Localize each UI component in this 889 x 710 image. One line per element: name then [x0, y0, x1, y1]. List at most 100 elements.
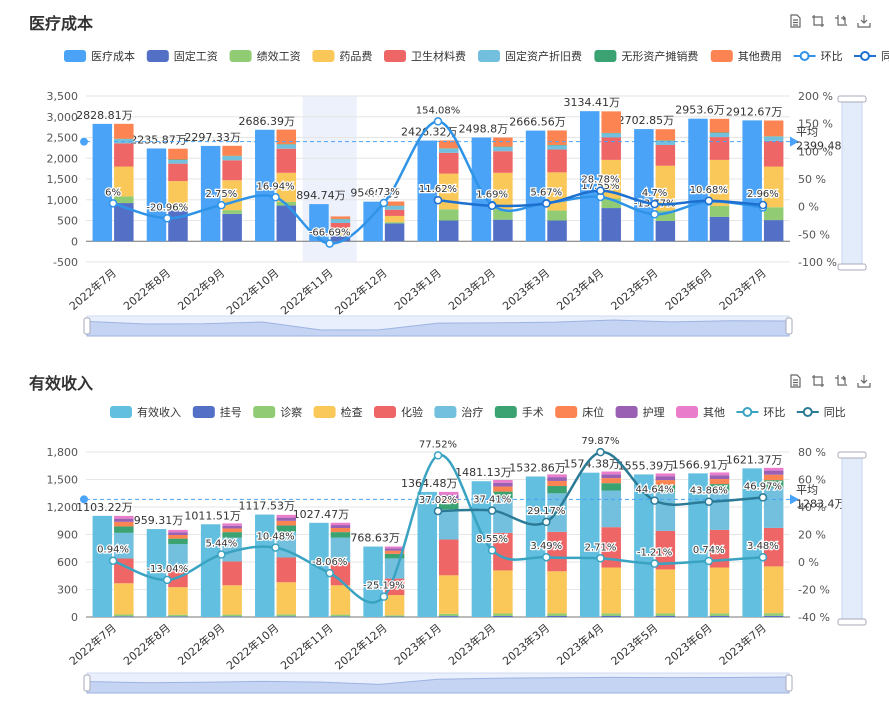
stack-segment: [384, 553, 405, 559]
stack-segment: [384, 548, 405, 551]
legend-item[interactable]: 医疗成本: [64, 49, 135, 63]
stack-segment: [168, 587, 188, 615]
total-bar: [688, 118, 708, 242]
stack-segment: [763, 615, 784, 617]
stack-segment: [601, 615, 621, 617]
legend-item[interactable]: 床位: [555, 405, 604, 419]
legend-item[interactable]: 护理: [615, 405, 665, 419]
zoom-reset-icon[interactable]: [834, 14, 848, 28]
legend-item[interactable]: 同比: [854, 50, 889, 63]
legend-item[interactable]: 挂号: [192, 405, 242, 419]
download-icon[interactable]: [857, 14, 871, 28]
yoy-point: [487, 201, 497, 210]
average-label: 平均: [796, 483, 818, 496]
legend-swatch: [594, 50, 617, 62]
average-start-marker: [80, 495, 88, 504]
data-zoom-handle-right[interactable]: [785, 674, 793, 692]
vertical-zoom-slider[interactable]: [841, 453, 863, 622]
legend-label: 其他费用: [738, 50, 782, 63]
legend-swatch: [253, 406, 276, 418]
total-bar: [417, 140, 437, 242]
legend-item[interactable]: 有效收入: [110, 405, 181, 419]
legend-item[interactable]: 环比: [793, 50, 843, 63]
stack-segment: [763, 470, 784, 475]
legend-item[interactable]: 治疗: [434, 405, 483, 419]
average-start-marker: [80, 137, 88, 146]
stack-segment: [601, 198, 621, 209]
legend-item[interactable]: 同比: [796, 406, 846, 419]
download-icon[interactable]: [857, 374, 871, 388]
data-zoom-handle-left[interactable]: [83, 317, 91, 335]
vertical-slider-handle-top[interactable]: [837, 451, 867, 459]
y2-tick-label: 0 %: [798, 201, 819, 214]
stack-segment: [709, 475, 730, 480]
total-bar: [688, 473, 708, 617]
stack-segment: [276, 525, 297, 532]
stack-segment: [168, 534, 188, 539]
mom-label: -1.21%: [637, 548, 672, 559]
legend-item[interactable]: 检查: [313, 405, 363, 419]
stack-segment: [763, 140, 784, 167]
vertical-zoom-slider[interactable]: [841, 97, 863, 267]
stack-segment: [384, 578, 405, 596]
yoy-label: 37.41%: [473, 495, 511, 506]
stack-segment: [222, 525, 242, 529]
zoom-reset-icon[interactable]: [834, 374, 848, 388]
legend-label: 手术: [522, 405, 544, 419]
y-tick-label: -500: [53, 256, 78, 269]
stack-segment: [330, 236, 351, 242]
stack-segment: [763, 207, 784, 221]
stack-segment: [384, 215, 405, 223]
legend-item[interactable]: 手术: [494, 405, 544, 419]
legend-item[interactable]: 其他: [676, 406, 725, 419]
total-bar-label: 1574.38万: [563, 458, 620, 471]
legend-item[interactable]: 固定资产折旧费: [478, 49, 582, 63]
total-bar-label: 2498.8万: [459, 123, 509, 136]
legend-swatch: [615, 406, 638, 418]
stack-segment: [547, 210, 567, 221]
stack-segment: [439, 498, 459, 503]
legend-item[interactable]: 绩效工资: [229, 49, 301, 63]
mom-point: [758, 552, 768, 562]
total-bar-label: 2297.33万: [184, 131, 241, 144]
data-zoom-handle-right[interactable]: [785, 317, 793, 335]
zoom-icon[interactable]: [811, 14, 825, 28]
stack-segment: [276, 517, 297, 521]
stack-segment: [493, 172, 513, 210]
legend-swatch: [192, 406, 215, 418]
average-arrow: [790, 136, 799, 147]
yoy-label: 4.7%: [642, 188, 667, 199]
medical-cost-chart: 医疗成本 固定工资 绩效工资 药品费 卫生材料费 固定资产折旧费 无形资产摊销费 其他费用 环比…: [47, 49, 889, 337]
stack-segment: [601, 483, 621, 491]
total-bar: [309, 204, 329, 242]
legend-label: 环比: [821, 50, 843, 63]
data-view-icon[interactable]: [788, 14, 802, 28]
legend-item[interactable]: 化验: [374, 405, 423, 419]
stack-segment: [168, 159, 188, 164]
data-zoom-handle-left[interactable]: [83, 674, 91, 692]
data-view-icon[interactable]: [788, 374, 802, 388]
stack-segment: [114, 203, 134, 242]
stack-segment: [222, 213, 242, 242]
vertical-slider-handle-top[interactable]: [837, 95, 867, 103]
stack-segment: [222, 528, 242, 533]
legend-item[interactable]: 其他费用: [710, 50, 782, 63]
stack-segment: [493, 486, 513, 492]
total-bar-label: 2235.87万: [130, 133, 187, 146]
zoom-icon[interactable]: [811, 374, 825, 388]
stack-segment: [384, 223, 405, 242]
legend-swatch: [384, 50, 406, 62]
legend-label: 检查: [341, 405, 363, 419]
legend-item[interactable]: 药品费: [312, 50, 372, 63]
vertical-slider-handle-bottom[interactable]: [837, 263, 867, 271]
legend-item[interactable]: 无形资产摊销费: [594, 49, 698, 63]
stack-segment: [709, 479, 730, 485]
legend-item[interactable]: 诊察: [253, 405, 302, 419]
legend-item[interactable]: 环比: [736, 406, 785, 419]
total-bar-label: 1027.47万: [293, 508, 350, 521]
legend-item[interactable]: 固定工资: [146, 49, 218, 63]
legend-item[interactable]: 卫生材料费: [384, 49, 466, 63]
vertical-slider-handle-bottom[interactable]: [837, 618, 867, 626]
legend-label: 诊察: [280, 405, 302, 419]
mom-label: -20.96%: [146, 202, 188, 213]
